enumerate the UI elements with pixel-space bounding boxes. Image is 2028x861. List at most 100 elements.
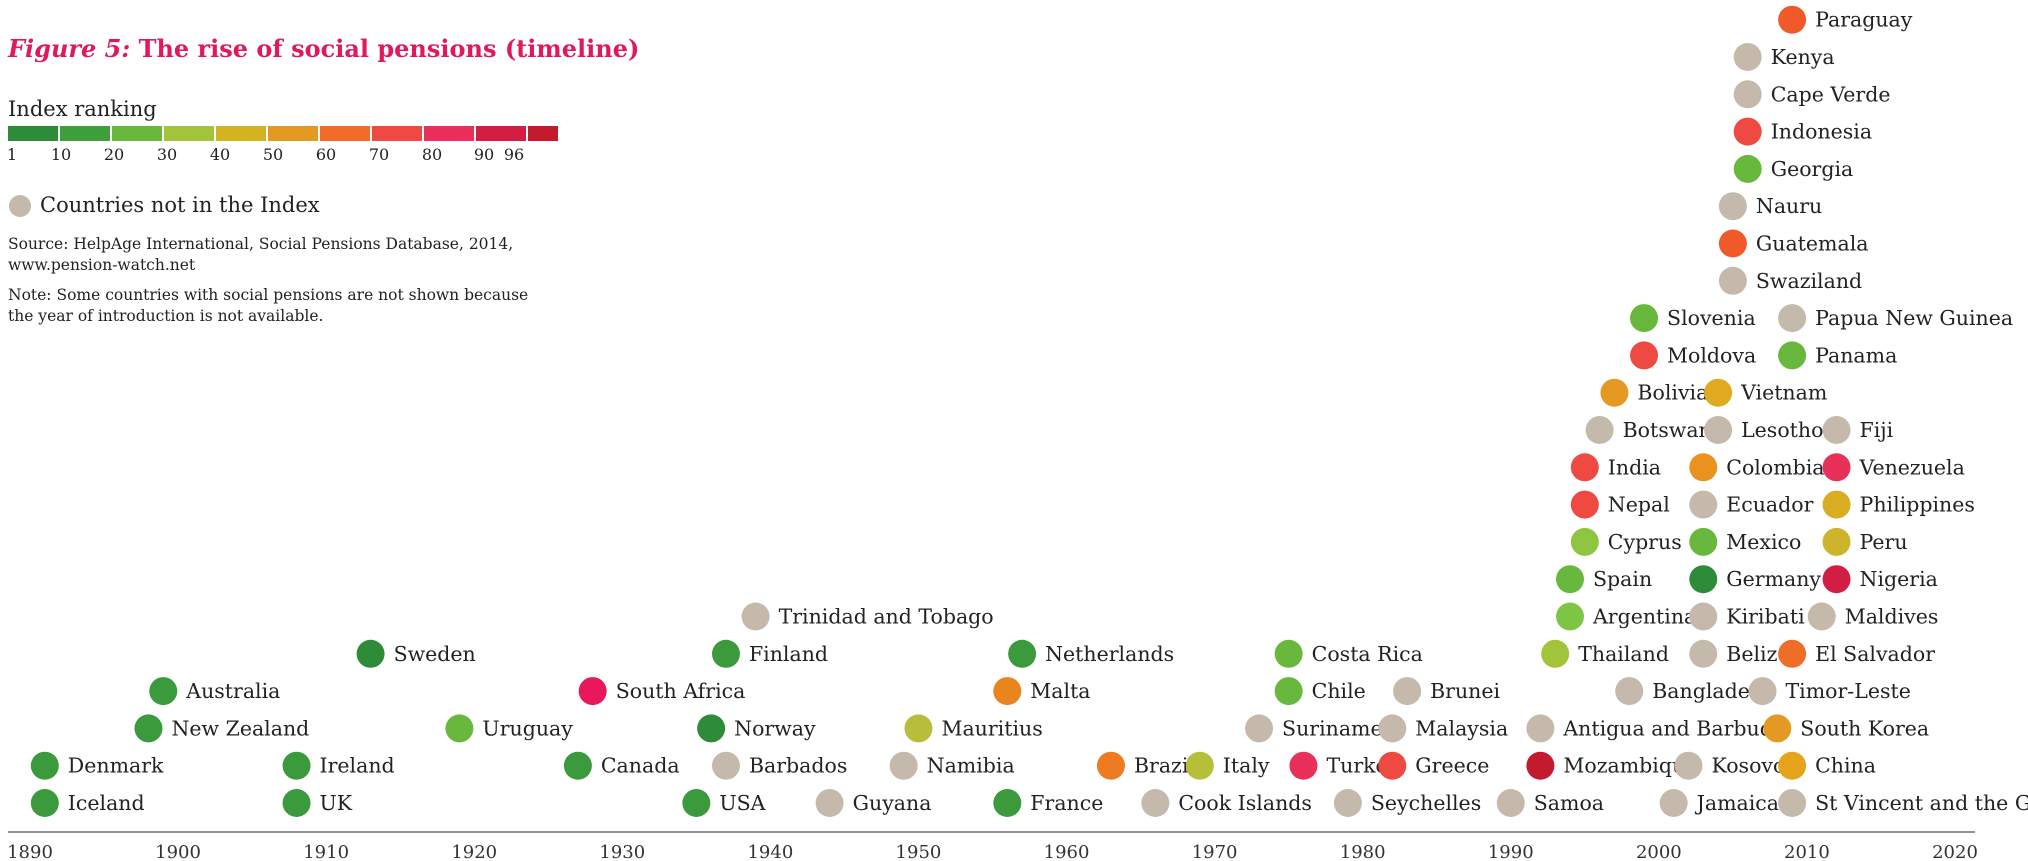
- country-marker: [711, 639, 740, 668]
- country-label: New Zealand: [171, 716, 309, 740]
- country-marker: [1141, 789, 1170, 817]
- scale-tick-label: 20: [103, 145, 125, 164]
- note-text: Note: Some countries with social pension…: [8, 285, 528, 327]
- country-marker: [1733, 154, 1762, 183]
- country-marker: [1763, 714, 1792, 743]
- country-marker: [1733, 80, 1762, 109]
- country-marker: [30, 751, 59, 780]
- country-label: St Vincent and the Grenadines: [1815, 791, 2028, 815]
- country-label: Thailand: [1578, 642, 1669, 666]
- country-marker: [1778, 639, 1807, 668]
- country-label: Fiji: [1860, 418, 1894, 442]
- country-label: Vietnam: [1740, 381, 1827, 405]
- country-marker: [1585, 416, 1614, 444]
- year-tick-label: 1930: [599, 842, 645, 861]
- country-marker: [149, 677, 178, 706]
- country-label: Iceland: [68, 791, 145, 815]
- scale-segment: [60, 126, 110, 141]
- country-marker: [1600, 378, 1629, 407]
- country-label: Maldives: [1845, 605, 1939, 629]
- scale-segment: [112, 126, 162, 141]
- country-marker: [1274, 639, 1303, 668]
- year-tick-label: 1910: [303, 842, 349, 861]
- country-label: Finland: [749, 642, 828, 666]
- scale-tick-label: 40: [209, 145, 231, 164]
- source-note: Source: HelpAge International, Social Pe…: [8, 234, 513, 276]
- country-marker: [1526, 751, 1555, 780]
- country-label: Uruguay: [482, 716, 573, 740]
- country-marker: [1378, 751, 1407, 780]
- country-label: Antigua and Barbuda: [1562, 716, 1785, 740]
- source-line-2: www.pension-watch.net: [8, 256, 196, 274]
- country-label: Venezuela: [1859, 455, 1965, 479]
- country-label: Guyana: [853, 791, 932, 815]
- scale-tick-label: 1: [6, 145, 18, 164]
- country-marker: [1289, 751, 1318, 780]
- country-marker: [1704, 416, 1733, 444]
- country-label: Colombia: [1726, 455, 1824, 479]
- country-marker: [1245, 714, 1274, 743]
- country-marker: [282, 751, 311, 780]
- year-tick-label: 1890: [7, 842, 53, 861]
- country-label: Seychelles: [1371, 791, 1481, 815]
- not-in-index-dot: [9, 195, 31, 217]
- country-marker: [1659, 789, 1688, 817]
- country-label: Denmark: [68, 754, 164, 778]
- country-marker: [993, 677, 1022, 706]
- country-label: Slovenia: [1667, 306, 1756, 330]
- country-marker: [1718, 266, 1747, 295]
- country-marker: [1822, 416, 1851, 444]
- year-tick-label: 2010: [1784, 842, 1830, 861]
- country-label: Malaysia: [1415, 716, 1508, 740]
- country-marker: [1778, 5, 1807, 34]
- country-marker: [1570, 490, 1599, 519]
- country-marker: [1822, 490, 1851, 519]
- country-label: Bolivia: [1637, 381, 1708, 405]
- year-tick-label: 1980: [1340, 842, 1386, 861]
- country-label: South Africa: [616, 679, 746, 703]
- country-marker: [1556, 602, 1584, 631]
- country-label: Sweden: [394, 642, 476, 666]
- scale-segment: [216, 126, 266, 141]
- country-label: Namibia: [927, 754, 1015, 778]
- country-label: UK: [320, 791, 353, 815]
- country-label: Cyprus: [1608, 530, 1682, 554]
- scale-segment: [372, 126, 422, 141]
- country-marker: [1704, 378, 1733, 407]
- country-label: Papua New Guinea: [1815, 306, 2013, 330]
- country-marker: [1733, 117, 1762, 146]
- country-marker: [1778, 304, 1807, 333]
- country-marker: [697, 714, 726, 743]
- country-label: Mauritius: [941, 716, 1042, 740]
- country-marker: [1822, 565, 1851, 594]
- country-label: Suriname: [1282, 716, 1383, 740]
- country-label: Ireland: [320, 754, 395, 778]
- country-marker: [134, 714, 163, 743]
- figure-title-text: The rise of social pensions (timeline): [138, 34, 640, 63]
- country-marker: [993, 789, 1022, 817]
- country-label: Lesotho: [1741, 418, 1823, 442]
- year-tick-label: 1970: [1192, 842, 1238, 861]
- country-label: Malta: [1030, 679, 1090, 703]
- year-tick-label: 1920: [451, 842, 497, 861]
- scale-segment: [164, 126, 214, 141]
- country-marker: [1541, 639, 1570, 668]
- country-label: Brazil: [1134, 754, 1195, 778]
- country-marker: [1718, 229, 1747, 258]
- country-label: Chile: [1312, 679, 1366, 703]
- year-tick-label: 1940: [747, 842, 793, 861]
- country-marker: [563, 751, 592, 780]
- country-marker: [1689, 602, 1718, 631]
- country-label: Moldova: [1667, 343, 1756, 367]
- scale-segment: [424, 126, 474, 141]
- country-label: Nigeria: [1860, 567, 1938, 591]
- country-label: Spain: [1593, 567, 1652, 591]
- country-marker: [682, 789, 711, 817]
- year-tick-label: 2020: [1932, 842, 1978, 861]
- country-marker: [1674, 751, 1703, 780]
- country-marker: [1096, 751, 1125, 780]
- not-in-index-label: Countries not in the Index: [40, 193, 320, 217]
- country-label: Kiribati: [1726, 605, 1805, 629]
- country-marker: [1008, 639, 1037, 668]
